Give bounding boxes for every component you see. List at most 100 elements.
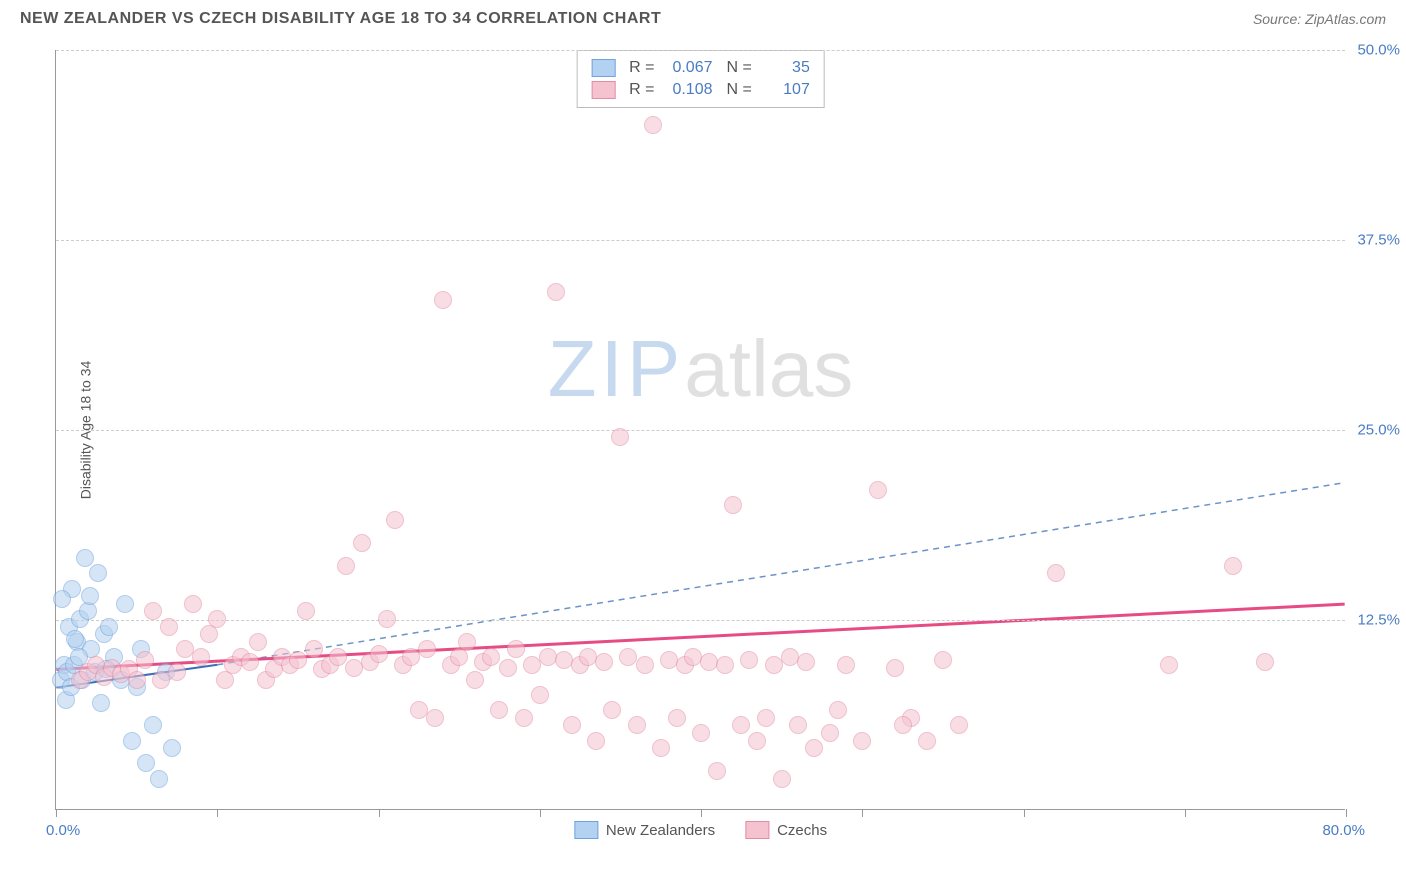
data-point (611, 428, 629, 446)
data-point (434, 291, 452, 309)
data-point (1256, 653, 1274, 671)
data-point (829, 701, 847, 719)
data-point (426, 709, 444, 727)
data-point (716, 656, 734, 674)
data-point (192, 648, 210, 666)
legend-swatch (745, 821, 769, 839)
data-point (507, 640, 525, 658)
n-label: N = (727, 81, 752, 99)
data-point (636, 656, 654, 674)
data-point (418, 640, 436, 658)
data-point (466, 671, 484, 689)
n-value: 107 (760, 81, 810, 99)
data-point (805, 739, 823, 757)
data-point (757, 709, 775, 727)
data-point (241, 653, 259, 671)
data-point (724, 496, 742, 514)
data-point (150, 770, 168, 788)
data-point (128, 671, 146, 689)
data-point (700, 653, 718, 671)
data-point (386, 511, 404, 529)
legend-swatch (591, 59, 615, 77)
x-tick (1024, 809, 1025, 817)
data-point (732, 716, 750, 734)
data-point (515, 709, 533, 727)
data-point (305, 640, 323, 658)
data-point (92, 694, 110, 712)
data-point (918, 732, 936, 750)
legend-item: Czechs (745, 821, 827, 839)
data-point (160, 618, 178, 636)
data-point (886, 659, 904, 677)
data-point (708, 762, 726, 780)
r-label: R = (629, 81, 654, 99)
chart-header: NEW ZEALANDER VS CZECH DISABILITY AGE 18… (10, 10, 1396, 33)
legend-swatch (574, 821, 598, 839)
data-point (353, 534, 371, 552)
r-value: 0.108 (663, 81, 713, 99)
data-point (163, 739, 181, 757)
data-point (837, 656, 855, 674)
data-point (547, 283, 565, 301)
data-point (136, 651, 154, 669)
data-point (1047, 564, 1065, 582)
r-label: R = (629, 59, 654, 77)
data-point (81, 587, 99, 605)
x-tick (379, 809, 380, 817)
x-tick (217, 809, 218, 817)
x-axis-max-label: 80.0% (1322, 822, 1365, 839)
data-point (370, 645, 388, 663)
data-point (76, 549, 94, 567)
data-point (1160, 656, 1178, 674)
scatter-chart: Disability Age 18 to 34 ZIPatlas R =0.06… (55, 50, 1345, 810)
data-point (249, 633, 267, 651)
data-point (144, 602, 162, 620)
data-point (628, 716, 646, 734)
gridline (56, 430, 1345, 431)
data-point (458, 633, 476, 651)
legend-row: R = 0.067 N = 35 (591, 57, 810, 79)
legend-label: New Zealanders (606, 822, 715, 839)
data-point (563, 716, 581, 734)
data-point (53, 590, 71, 608)
n-value: 35 (760, 59, 810, 77)
data-point (789, 716, 807, 734)
data-point (490, 701, 508, 719)
data-point (644, 116, 662, 134)
data-point (184, 595, 202, 613)
legend-row: R = 0.108 N = 107 (591, 79, 810, 101)
data-point (89, 564, 107, 582)
watermark-part1: ZIP (548, 324, 684, 413)
data-point (337, 557, 355, 575)
data-point (853, 732, 871, 750)
gridline (56, 620, 1345, 621)
data-point (123, 732, 141, 750)
source-label: Source: ZipAtlas.com (1253, 11, 1386, 27)
data-point (740, 651, 758, 669)
legend-swatch (591, 81, 615, 99)
data-point (116, 595, 134, 613)
legend-label: Czechs (777, 822, 827, 839)
data-point (168, 663, 186, 681)
y-tick-label: 25.0% (1357, 422, 1400, 439)
x-tick (540, 809, 541, 817)
watermark-part2: atlas (684, 324, 853, 413)
data-point (894, 716, 912, 734)
data-point (797, 653, 815, 671)
gridline (56, 50, 1345, 51)
n-label: N = (727, 59, 752, 77)
data-point (378, 610, 396, 628)
data-point (869, 481, 887, 499)
data-point (531, 686, 549, 704)
r-value: 0.067 (663, 59, 713, 77)
data-point (950, 716, 968, 734)
data-point (482, 648, 500, 666)
correlation-legend: R = 0.067 N = 35 R = 0.108 N = 107 (576, 50, 825, 108)
data-point (137, 754, 155, 772)
data-point (587, 732, 605, 750)
data-point (692, 724, 710, 742)
data-point (1224, 557, 1242, 575)
data-point (934, 651, 952, 669)
data-point (289, 651, 307, 669)
series-legend: New Zealanders Czechs (574, 821, 827, 839)
